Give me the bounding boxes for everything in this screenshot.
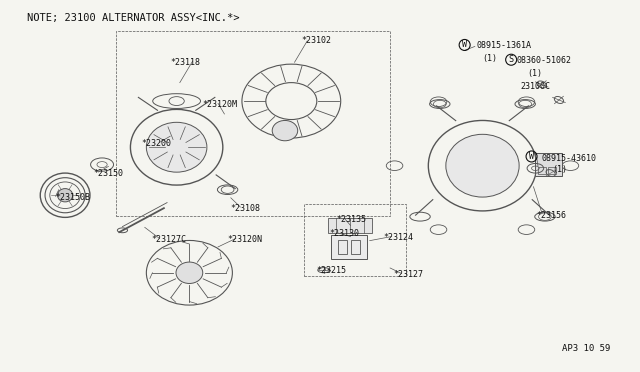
Bar: [538, 167, 545, 174]
Text: (1): (1): [552, 165, 568, 174]
Text: *23102: *23102: [301, 36, 331, 45]
Ellipse shape: [272, 121, 298, 141]
Ellipse shape: [176, 262, 203, 283]
Text: 08360-51062: 08360-51062: [516, 56, 572, 65]
Text: *23108: *23108: [231, 203, 260, 213]
Text: *23156: *23156: [537, 211, 566, 220]
Text: *23127C: *23127C: [151, 235, 186, 244]
Text: S: S: [509, 55, 514, 64]
Text: *23150B: *23150B: [56, 193, 90, 202]
Bar: [548, 167, 556, 174]
Bar: [304, 205, 406, 276]
Text: W: W: [462, 41, 467, 49]
Bar: [331, 235, 367, 259]
Text: W: W: [529, 152, 534, 161]
Text: NOTE; 23100 ALTERNATOR ASSY<INC.*>: NOTE; 23100 ALTERNATOR ASSY<INC.*>: [27, 13, 239, 23]
Bar: [535, 153, 561, 176]
Text: 08915-1361A: 08915-1361A: [476, 41, 531, 50]
Text: *23200: *23200: [141, 139, 172, 148]
Text: *23215: *23215: [317, 266, 347, 275]
Ellipse shape: [446, 134, 519, 197]
Bar: [351, 240, 360, 254]
Text: *23127: *23127: [394, 270, 423, 279]
Text: *23118: *23118: [170, 58, 200, 67]
Bar: [116, 31, 390, 215]
Text: *23135: *23135: [336, 215, 366, 224]
Bar: [328, 218, 372, 233]
Bar: [339, 240, 347, 254]
Text: *23120M: *23120M: [202, 100, 237, 109]
Text: *23124: *23124: [384, 233, 413, 242]
Text: *23130: *23130: [330, 230, 360, 238]
Ellipse shape: [147, 122, 207, 172]
Ellipse shape: [58, 189, 73, 202]
Text: *23120N: *23120N: [228, 235, 262, 244]
Text: AP3 10 59: AP3 10 59: [562, 344, 611, 353]
Text: (1): (1): [483, 54, 497, 63]
Text: 23100C: 23100C: [521, 82, 551, 91]
Text: *23150: *23150: [94, 169, 124, 177]
Text: 08915-43610: 08915-43610: [541, 154, 596, 163]
Text: (1): (1): [527, 69, 542, 78]
